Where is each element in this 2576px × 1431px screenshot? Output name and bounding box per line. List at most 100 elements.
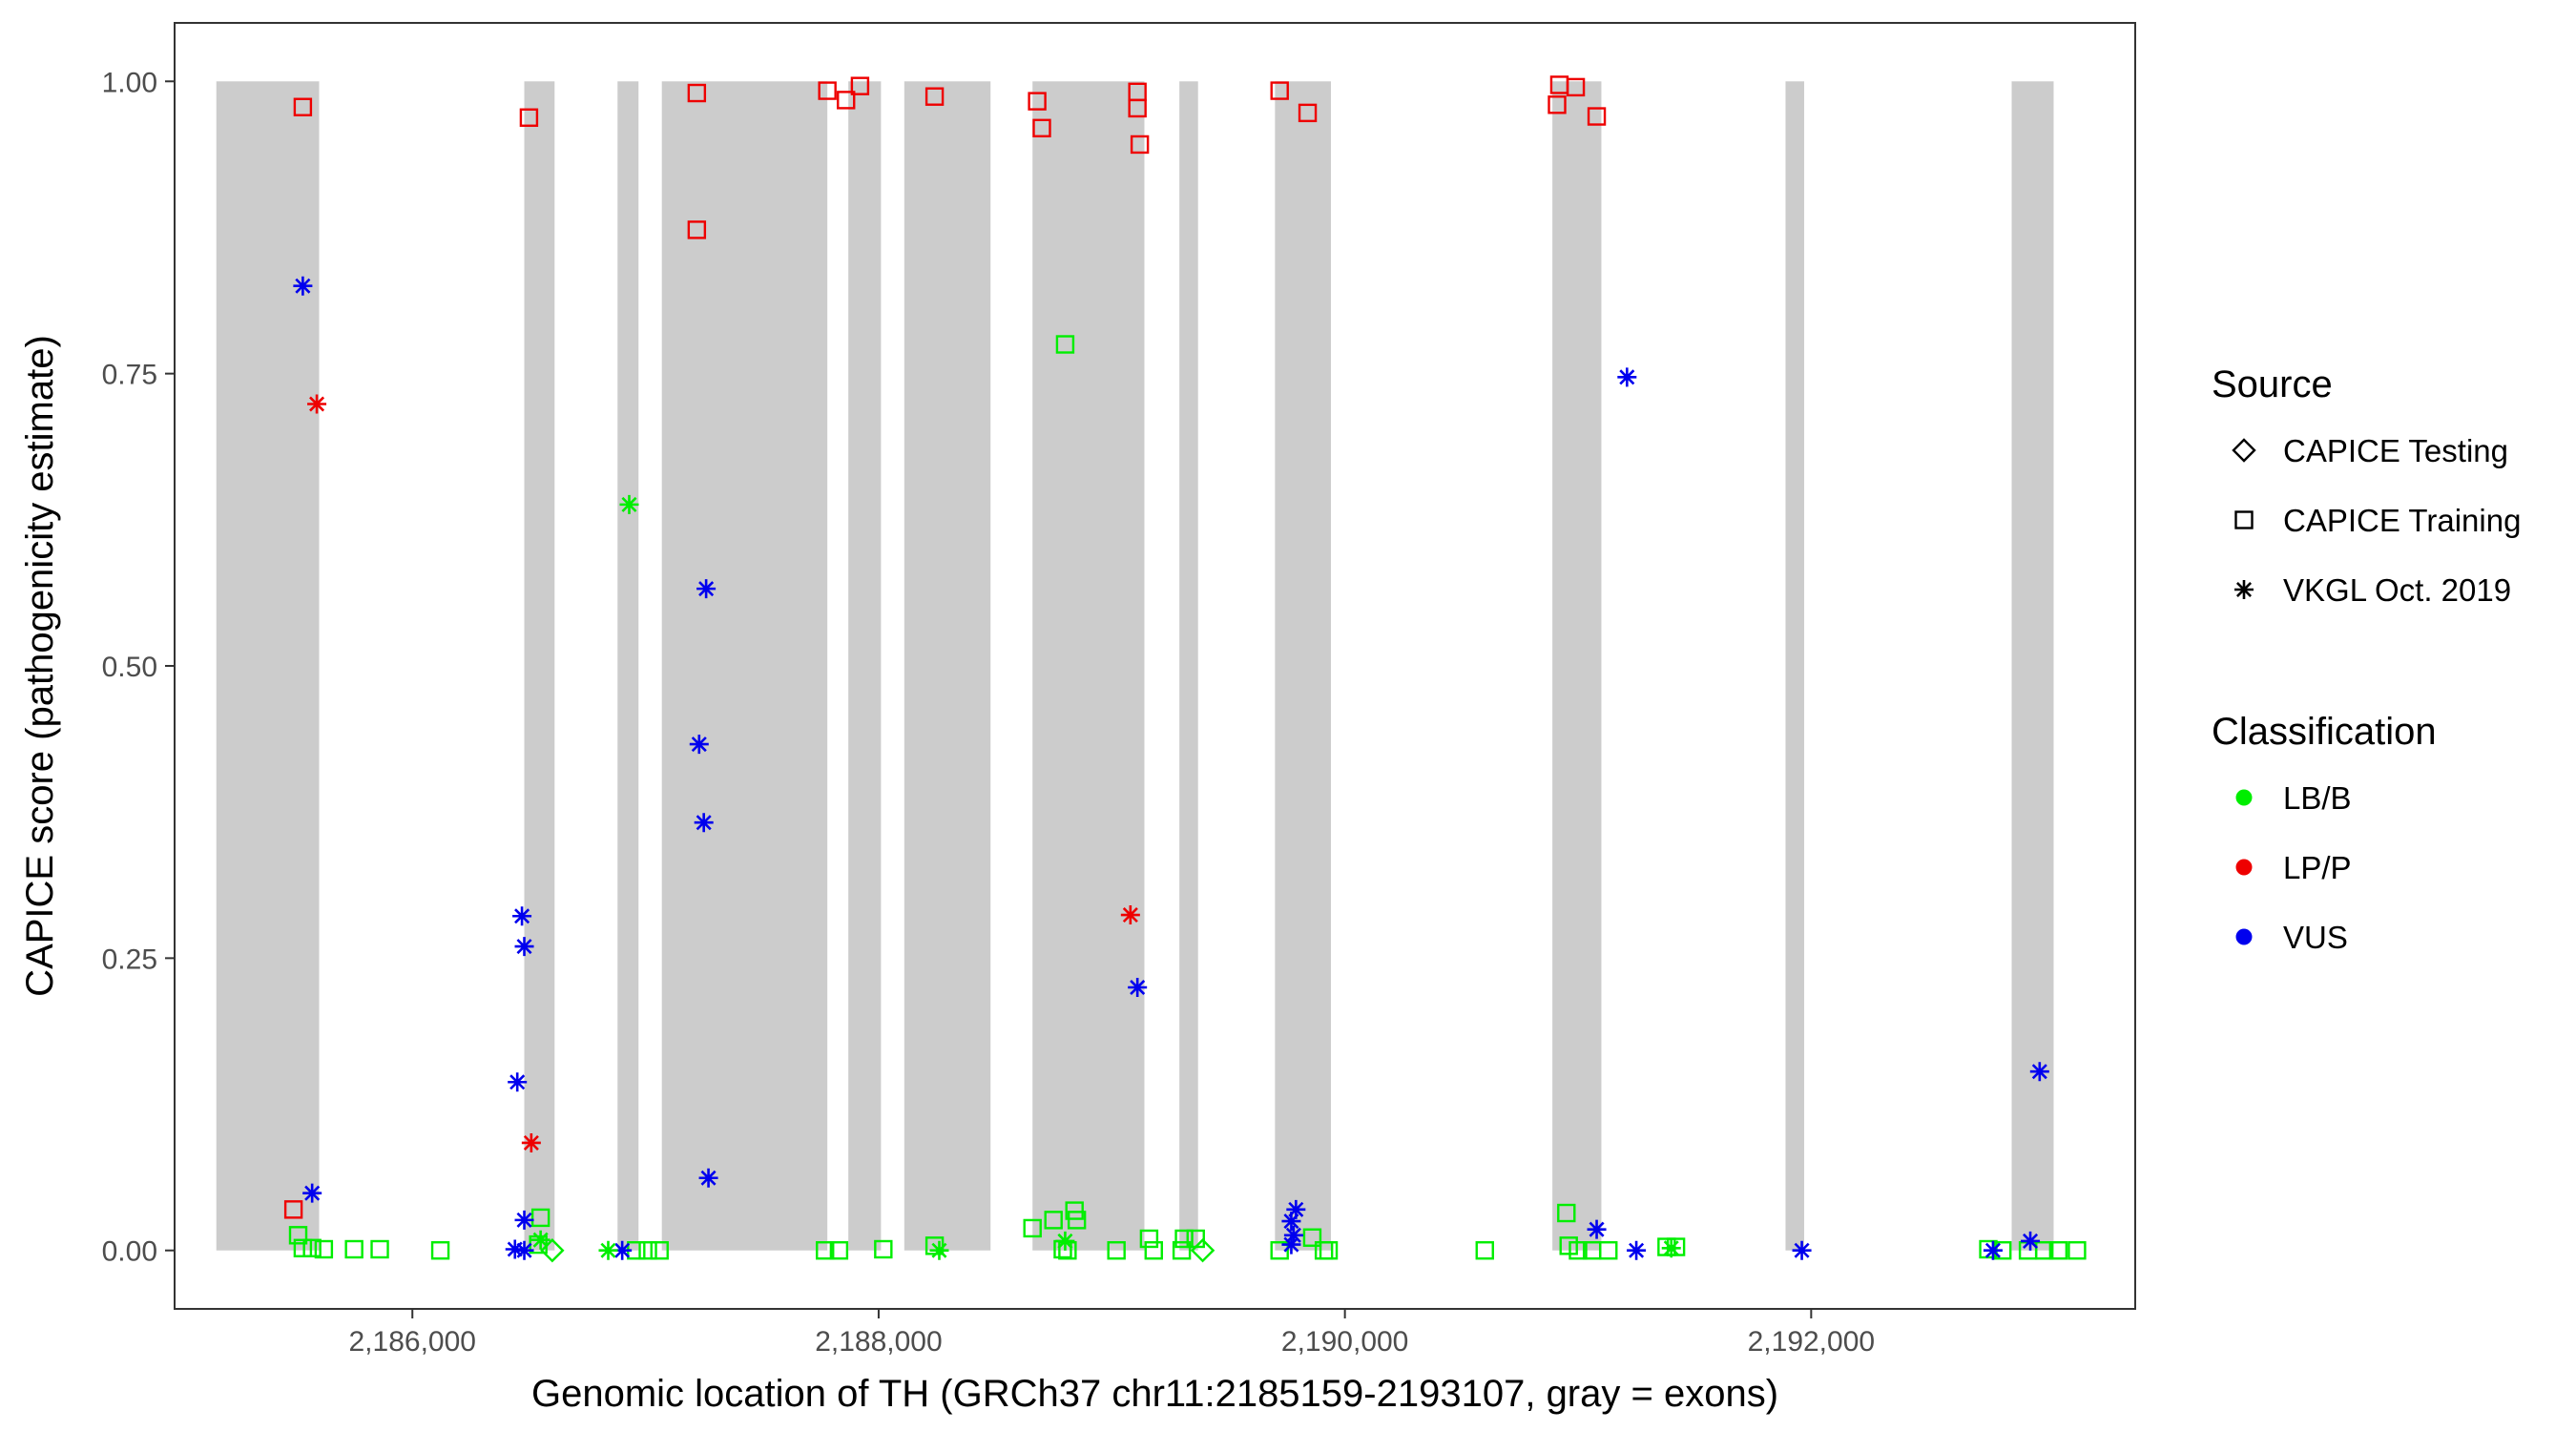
data-point — [1566, 77, 1586, 97]
x-axis-title: Genomic location of TH (GRCh37 chr11:218… — [531, 1373, 1778, 1415]
data-point — [344, 1239, 364, 1259]
data-point — [540, 1238, 565, 1263]
data-point — [694, 813, 714, 833]
data-point — [521, 1132, 541, 1152]
legend-key-diamond — [2232, 438, 2256, 463]
data-point — [514, 1210, 534, 1230]
legend-key-dot — [2235, 789, 2253, 806]
data-point — [1475, 1241, 1494, 1260]
x-tick-label: 2,192,000 — [1748, 1326, 1875, 1358]
data-point — [1172, 1241, 1192, 1260]
exon-band-6 — [904, 81, 991, 1251]
data-point — [1557, 1203, 1576, 1223]
data-point — [1319, 1241, 1339, 1260]
data-point — [1559, 1236, 1578, 1255]
data-point — [514, 1240, 534, 1260]
data-point — [929, 1240, 949, 1260]
exon-bands — [216, 81, 2054, 1251]
data-point — [1983, 1240, 2003, 1260]
legend-key-asterisk — [2234, 580, 2254, 599]
exon-band-7 — [1032, 81, 1145, 1251]
data-point — [1548, 95, 1567, 114]
data-point — [698, 1168, 718, 1188]
data-point — [1568, 1241, 1588, 1260]
data-point — [1128, 98, 1147, 118]
data-point — [1283, 1225, 1303, 1245]
data-point — [818, 81, 837, 100]
data-point — [1120, 905, 1140, 925]
data-point — [302, 1238, 322, 1257]
data-point — [1055, 1231, 1075, 1251]
data-point — [2048, 1241, 2068, 1260]
data-point — [1587, 1219, 1607, 1239]
data-point — [687, 83, 707, 103]
legend-source-label: VKGL Oct. 2019 — [2283, 572, 2511, 608]
data-point — [2067, 1241, 2087, 1260]
data-point — [302, 1183, 322, 1203]
data-point — [837, 91, 856, 110]
y-tick-label: 0.75 — [102, 360, 157, 391]
data-point — [1190, 1238, 1215, 1263]
data-point — [1174, 1229, 1194, 1249]
data-point — [530, 1230, 551, 1250]
y-tick-label: 0.25 — [102, 944, 157, 975]
data-point — [314, 1239, 334, 1259]
data-point — [1298, 103, 1318, 123]
y-tick-label: 0.50 — [102, 652, 157, 683]
data-point — [514, 937, 534, 957]
data-point — [2035, 1241, 2054, 1260]
data-point — [1587, 107, 1607, 126]
y-tick-label: 0.00 — [102, 1236, 157, 1268]
y-tick-label: 1.00 — [102, 67, 157, 98]
data-point — [1270, 1241, 1289, 1260]
legend-classification-label: VUS — [2283, 920, 2348, 955]
data-point — [293, 276, 313, 296]
legend-key-dot — [2235, 928, 2253, 945]
data-point — [613, 1240, 633, 1260]
exon-band-8 — [1179, 81, 1198, 1251]
data-point — [1281, 1212, 1301, 1232]
data-point — [619, 494, 639, 514]
data-point — [519, 108, 539, 127]
data-point — [512, 906, 532, 926]
data-point — [1065, 1201, 1084, 1220]
data-point — [1107, 1241, 1126, 1260]
data-point — [1028, 92, 1047, 111]
exon-band-3 — [617, 81, 639, 1251]
data-point — [1627, 1240, 1647, 1260]
data-point — [370, 1239, 389, 1259]
exon-band-4 — [661, 81, 828, 1251]
data-point — [650, 1241, 669, 1260]
data-point — [689, 735, 709, 755]
data-point — [1128, 978, 1148, 997]
legend-classification-label: LB/B — [2283, 780, 2352, 816]
data-point — [1302, 1228, 1322, 1247]
exon-band-12 — [2011, 81, 2054, 1251]
data-point — [1792, 1240, 1812, 1260]
legend-source-title: Source — [2212, 363, 2333, 405]
legend-classification-label: LP/P — [2283, 850, 2352, 885]
data-point — [2029, 1062, 2049, 1082]
data-point — [874, 1239, 893, 1259]
data-point — [430, 1241, 450, 1260]
exon-band-1 — [216, 81, 320, 1251]
x-tick-label: 2,188,000 — [815, 1326, 942, 1358]
data-point — [687, 220, 707, 239]
data-point — [307, 394, 327, 414]
data-point — [1144, 1241, 1163, 1260]
exon-band-10 — [1552, 81, 1602, 1251]
legend-source-label: CAPICE Testing — [2283, 433, 2508, 468]
legend-key-square — [2234, 510, 2254, 529]
data-point — [816, 1241, 835, 1260]
x-tick-label: 2,190,000 — [1281, 1326, 1408, 1358]
data-point — [1067, 1211, 1087, 1230]
data-point — [1599, 1241, 1618, 1260]
legend-classification-title: Classification — [2212, 711, 2437, 753]
data-point — [696, 579, 717, 599]
data-point — [2021, 1231, 2041, 1251]
data-point — [850, 76, 870, 95]
data-point — [1139, 1229, 1159, 1249]
data-point — [829, 1241, 849, 1260]
y-axis-title: CAPICE score (pathogenicity estimate) — [19, 335, 61, 997]
data-point — [1617, 367, 1637, 387]
